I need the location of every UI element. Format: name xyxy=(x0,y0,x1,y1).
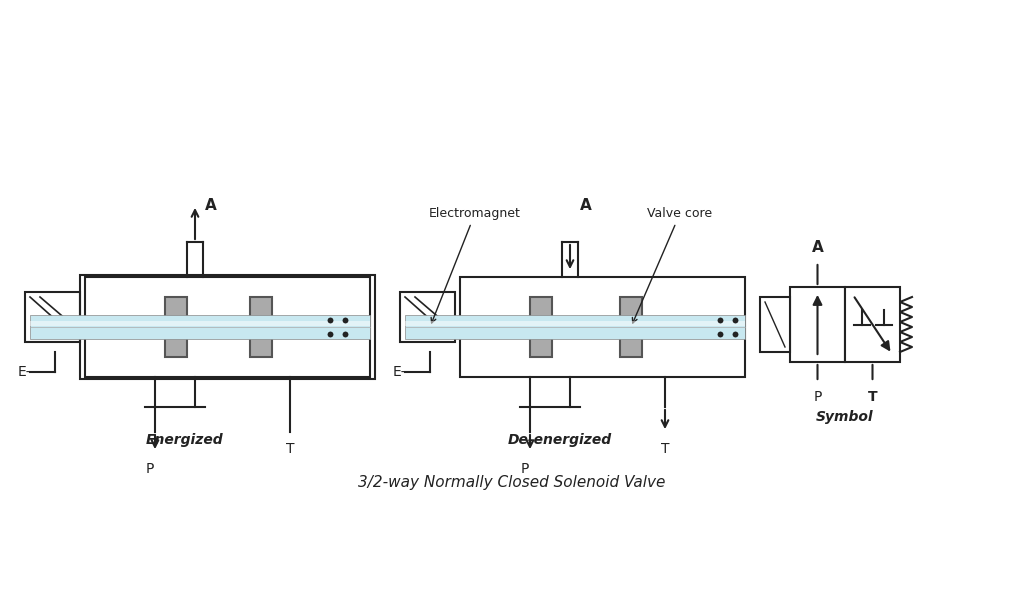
Text: E-: E- xyxy=(393,365,407,379)
Bar xyxy=(790,287,845,362)
Text: P: P xyxy=(521,462,529,476)
Text: T: T xyxy=(867,390,878,404)
Text: Energized: Energized xyxy=(146,433,224,447)
Text: E-: E- xyxy=(18,365,32,379)
Text: A: A xyxy=(812,240,823,255)
Bar xyxy=(25,292,80,342)
Text: T: T xyxy=(286,442,294,456)
Bar xyxy=(30,315,370,339)
Bar xyxy=(165,297,187,357)
Bar xyxy=(250,297,272,357)
Bar xyxy=(530,297,552,357)
Bar xyxy=(80,275,375,379)
Text: A: A xyxy=(580,197,592,213)
Bar xyxy=(30,321,370,326)
Bar xyxy=(460,277,745,377)
Bar xyxy=(620,297,642,357)
Bar xyxy=(400,292,455,342)
Text: De-energized: De-energized xyxy=(508,433,612,447)
Text: 3/2-way Normally Closed Solenoid Valve: 3/2-way Normally Closed Solenoid Valve xyxy=(358,474,666,489)
Bar xyxy=(760,297,790,352)
Bar xyxy=(845,287,900,362)
Text: Valve core: Valve core xyxy=(633,207,713,323)
Bar xyxy=(406,315,745,339)
Text: Electromagnet: Electromagnet xyxy=(429,207,521,323)
Text: P: P xyxy=(145,462,155,476)
Text: Symbol: Symbol xyxy=(816,410,873,424)
Bar xyxy=(406,321,745,326)
Text: A: A xyxy=(205,197,217,213)
Text: P: P xyxy=(813,390,821,404)
Bar xyxy=(85,277,370,377)
Text: T: T xyxy=(660,442,670,456)
